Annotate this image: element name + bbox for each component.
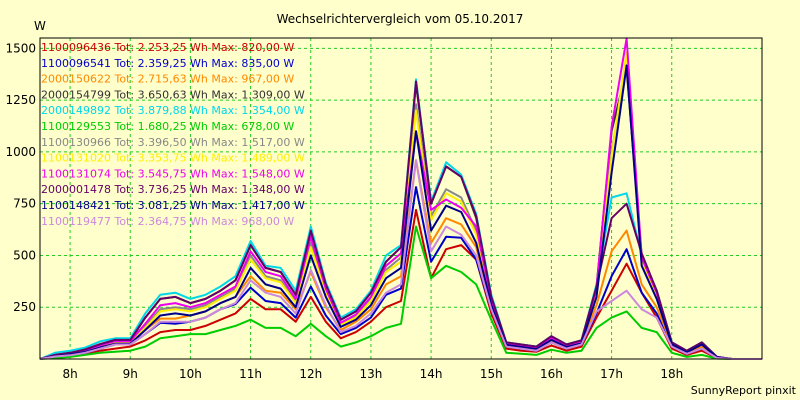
legend-entry: 2000149892 Tot: 3.879,88 Wh Max: 1.354,0… — [41, 104, 305, 117]
x-tick-label: 17h — [600, 367, 623, 381]
y-tick-label: 1000 — [5, 145, 36, 159]
legend-entry: 1100131074 Tot: 3.545,75 Wh Max: 1.548,0… — [41, 167, 305, 180]
legend-entry: 1100119477 Tot: 2.364,75 Wh Max: 968,00 … — [41, 215, 294, 228]
chart-title: Wechselrichtervergleich vom 05.10.2017 — [277, 12, 524, 26]
y-axis-label: W — [34, 19, 46, 33]
y-axis-ticks: 250 500 750 1000 1250 1500 — [5, 41, 36, 314]
legend-entry: 2000154799 Tot: 3.650,63 Wh Max: 1.309,0… — [41, 88, 305, 101]
x-tick-label: 9h — [123, 367, 138, 381]
x-tick-label: 10h — [179, 367, 202, 381]
legend-entry: 1100096436 Tot: 2.253,25 Wh Max: 820,00 … — [41, 41, 294, 54]
x-tick-label: 11h — [239, 367, 262, 381]
legend-entry: 2000150622 Tot: 2.715,63 Wh Max: 967,00 … — [41, 73, 294, 86]
y-tick-label: 750 — [13, 197, 36, 211]
series-lines — [39, 37, 762, 360]
legend-entry: 2000001478 Tot: 3.736,25 Wh Max: 1.348,0… — [41, 183, 305, 196]
x-tick-label: 14h — [420, 367, 443, 381]
legend-entry: 1100096541 Tot: 2.359,25 Wh Max: 835,00 … — [41, 57, 294, 70]
plot-frame — [39, 37, 763, 360]
x-tick-label: 13h — [359, 367, 382, 381]
x-tick-label: 15h — [480, 367, 503, 381]
gridlines — [40, 38, 762, 359]
legend-entry: 1100130966 Tot: 3.396,50 Wh Max: 1.517,0… — [41, 136, 305, 149]
legend-entry: 1100131020 Tot: 3.353,75 Wh Max: 1.489,0… — [41, 152, 305, 165]
y-tick-label: 250 — [13, 300, 36, 314]
footer-credit: SunnyReport pinxit — [691, 384, 797, 397]
y-tick-label: 500 — [13, 248, 36, 262]
x-tick-label: 12h — [299, 367, 322, 381]
legend: 1100096436 Tot: 2.253,25 Wh Max: 820,00 … — [41, 41, 305, 228]
legend-entry: 1100148421 Tot: 3.081,25 Wh Max: 1.417,0… — [41, 199, 305, 212]
series-line — [39, 159, 762, 360]
x-tick-label: 16h — [540, 367, 563, 381]
series-line — [39, 64, 762, 360]
y-tick-label: 1250 — [5, 93, 36, 107]
x-tick-label: 18h — [660, 367, 683, 381]
x-tick-label: 8h — [62, 367, 77, 381]
legend-entry: 1100129553 Tot: 1.680,25 Wh Max: 678,00 … — [41, 120, 294, 133]
series-line — [39, 225, 762, 360]
y-tick-label: 1500 — [5, 41, 36, 55]
x-axis-ticks: 8h 9h 10h 11h 12h 13h 14h 15h 16h 17h 18h — [62, 367, 683, 381]
